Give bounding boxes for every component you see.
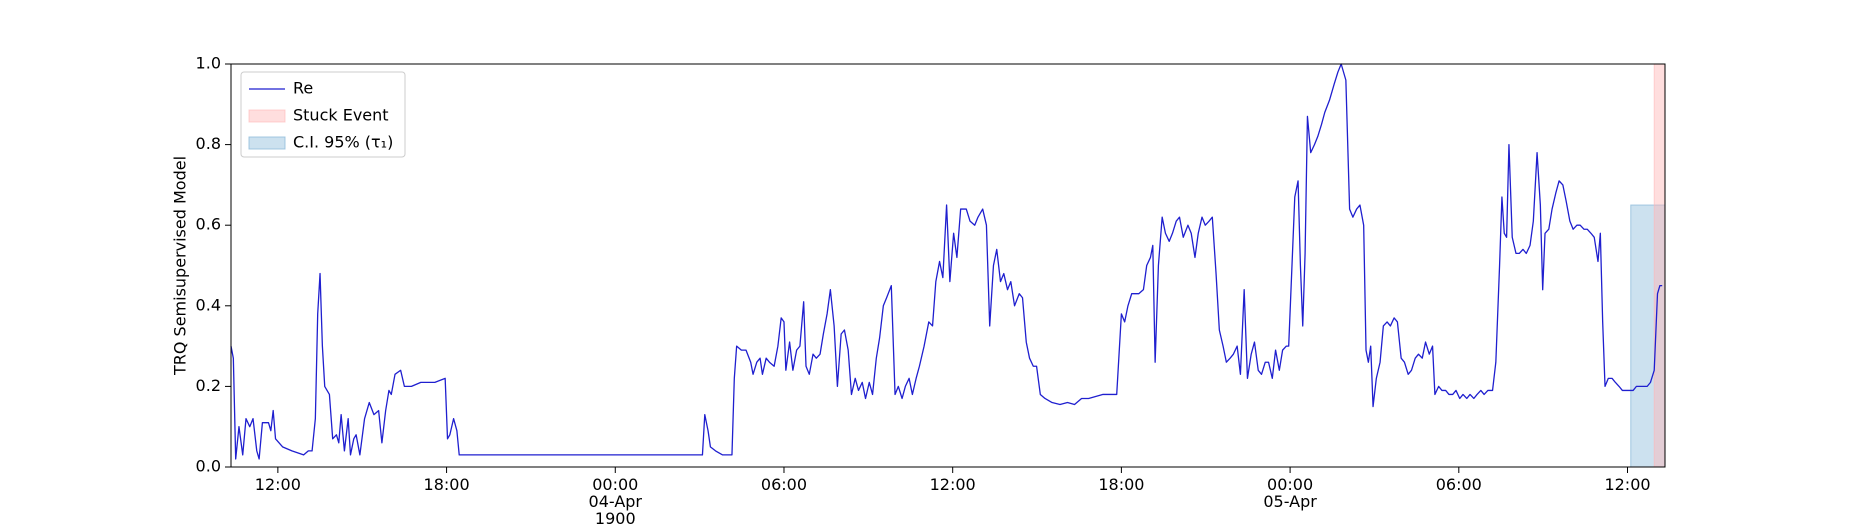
y-axis-label: TRQ Semisupervised Model [171, 156, 190, 376]
x-tick-label: 12:00 [1604, 475, 1651, 494]
legend-label: Stuck Event [293, 106, 389, 125]
legend: Re Stuck Event C.I. 95% (τ₁) [240, 71, 406, 158]
y-tick-label: 0.2 [196, 376, 221, 395]
x-tick-label: 06:00 [760, 475, 808, 494]
legend-box [240, 71, 406, 158]
x-tick-label: 00:00 04-Apr 1900 [588, 475, 642, 525]
stuck-event-span [1653, 63, 1666, 468]
x-tick-label: 00:00 05-Apr [1263, 475, 1317, 511]
legend-swatch [248, 109, 286, 123]
line [230, 63, 1663, 460]
x-tick-label: 12:00 [254, 475, 301, 494]
y-tick-label: 0.6 [196, 215, 221, 234]
y-tick-label: 0.0 [196, 457, 221, 476]
x-tick-label: 18:00 [423, 475, 470, 494]
legend-label: Re [293, 79, 313, 98]
plot-frame [230, 63, 1666, 468]
ci-band [1630, 204, 1666, 468]
y-tick-label: 1.0 [196, 54, 221, 73]
legend-swatch [248, 136, 286, 150]
x-tick-label: 18:00 [1098, 475, 1145, 494]
y-tick-label: 0.4 [196, 295, 221, 314]
y-tick-label: 0.8 [196, 134, 221, 153]
legend-label: C.I. 95% (τ₁) [293, 133, 393, 152]
x-tick-label: 06:00 [1435, 475, 1482, 494]
x-tick-label: 12:00 [929, 475, 976, 494]
